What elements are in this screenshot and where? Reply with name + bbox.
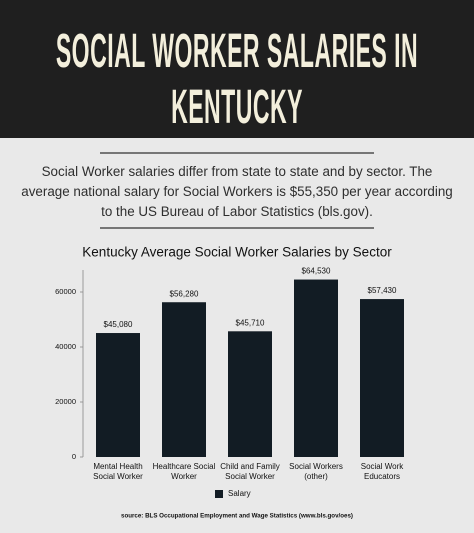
y-tick-label: 60000: [55, 287, 76, 296]
x-tick-label: Social Workers (other): [289, 462, 343, 481]
page-title: SOCIAL WORKER SALARIES IN KENTUCKY: [55, 25, 419, 134]
y-tick-label: 0: [72, 452, 76, 461]
intro-text: Social Worker salaries differ from state…: [21, 164, 453, 219]
bar: [96, 333, 140, 457]
x-tick-label: Mental Health Social Worker: [93, 462, 143, 481]
bar: [294, 279, 338, 457]
x-tick-label: Healthcare Social Worker: [152, 462, 216, 481]
value-label: $56,280: [170, 289, 199, 298]
bar: [228, 331, 272, 457]
x-tick-label: Child and Family Social Worker: [220, 462, 280, 481]
value-label: $45,080: [104, 320, 133, 329]
legend-swatch: [215, 490, 223, 498]
legend-label: Salary: [228, 489, 251, 498]
bar: [360, 299, 404, 457]
bar: [162, 302, 206, 457]
y-tick-label: 40000: [55, 342, 76, 351]
source: source: BLS Occupational Employment and …: [121, 513, 353, 520]
x-tick-label: Social Work Educators: [360, 462, 404, 481]
value-label: $64,530: [302, 267, 331, 276]
header: SOCIAL WORKER SALARIES IN KENTUCKY: [0, 0, 474, 138]
chart-title: Kentucky Average Social Worker Salaries …: [82, 245, 392, 260]
y-tick-label: 20000: [55, 397, 76, 406]
value-label: $57,430: [368, 286, 397, 295]
value-label: $45,710: [236, 318, 265, 327]
